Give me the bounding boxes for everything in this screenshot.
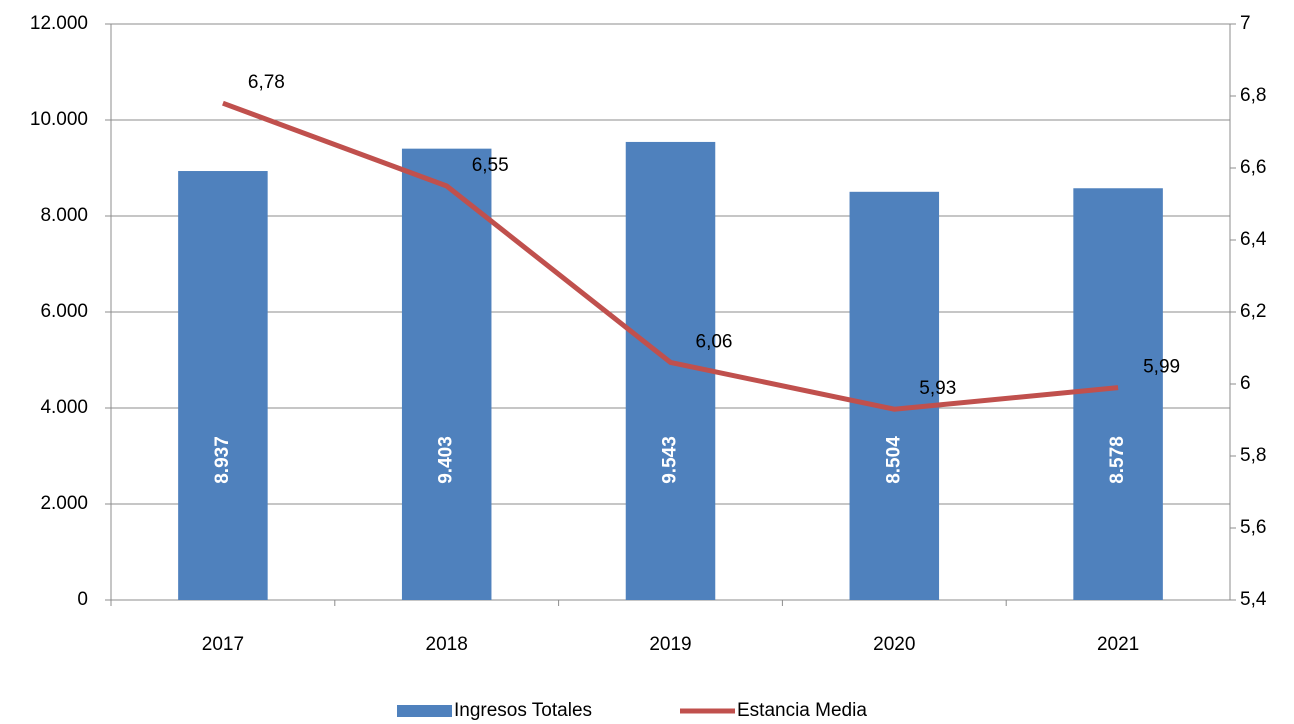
y2-tick-label: 5,6 (1240, 517, 1266, 538)
x-tick-label: 2021 (1097, 634, 1139, 655)
bar-value-label: 9.543 (660, 436, 681, 484)
y2-tick-label: 6,8 (1240, 85, 1266, 106)
line-value-label: 6,78 (248, 72, 285, 93)
y-tick-label: 10.000 (30, 109, 88, 130)
y2-tick-label: 5,4 (1240, 589, 1267, 610)
line-value-label: 5,93 (919, 378, 956, 399)
line-value-label: 6,06 (696, 331, 733, 352)
y-tick-label: 6.000 (40, 301, 88, 322)
y-tick-label: 4.000 (40, 397, 88, 418)
legend-swatch (397, 705, 452, 717)
legend-label: Estancia Media (737, 700, 867, 721)
y2-tick-label: 6,4 (1240, 229, 1267, 250)
line-value-label: 5,99 (1143, 357, 1180, 378)
y2-tick-label: 6 (1240, 373, 1251, 394)
line (222, 100, 1119, 412)
y-tick-label: 0 (77, 589, 88, 610)
y-tick-label: 2.000 (40, 493, 88, 514)
line-value-label: 6,55 (472, 155, 509, 176)
bar (1073, 188, 1163, 601)
x-tick-label: 2017 (202, 634, 244, 655)
bar (401, 148, 492, 600)
x-tick-label: 2018 (426, 634, 468, 655)
bar (178, 171, 268, 601)
y-tick-label: 8.000 (40, 205, 88, 226)
y2-tick-label: 6,2 (1240, 301, 1266, 322)
y-tick-label: 12.000 (30, 13, 88, 34)
y2-tick-label: 7 (1240, 13, 1251, 34)
y2-tick-label: 5,8 (1240, 445, 1266, 466)
bar (849, 191, 940, 601)
y2-tick-label: 6,6 (1240, 157, 1266, 178)
bar-value-label: 8.504 (883, 436, 904, 484)
bar-value-label: 8.937 (212, 436, 233, 484)
bar-value-label: 9.403 (436, 436, 457, 484)
x-tick-label: 2020 (873, 634, 915, 655)
legend-label: Ingresos Totales (454, 700, 592, 721)
bar-value-label: 8.578 (1107, 436, 1128, 484)
x-tick-label: 2019 (649, 634, 691, 655)
